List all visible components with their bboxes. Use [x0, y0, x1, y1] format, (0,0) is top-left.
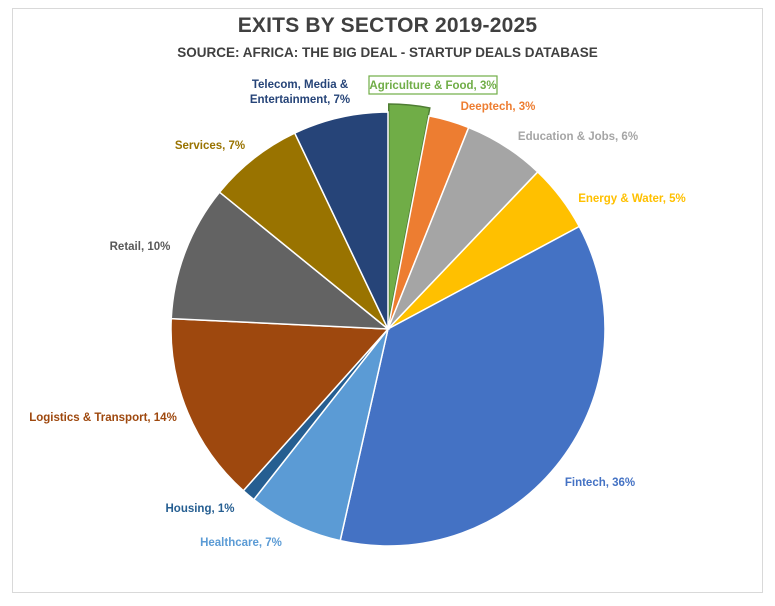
- pie-slice-fintech: [339, 225, 606, 547]
- pie-slice-logistics-transport: [170, 317, 390, 492]
- chart-subtitle: SOURCE: AFRICA: THE BIG DEAL - STARTUP D…: [177, 45, 598, 60]
- data-label-fintech: Fintech, 36%: [565, 477, 635, 489]
- pie-slice-agriculture-food: [388, 103, 431, 322]
- pie-slice-telecom-media-entertainment: [293, 111, 389, 330]
- data-label-healthcare: Healthcare, 7%: [200, 537, 282, 549]
- data-label-services: Services, 7%: [175, 140, 245, 152]
- data-label-housing: Housing, 1%: [165, 503, 234, 515]
- data-label-telecom-media-entertainment: Telecom, Media & Entertainment, 7%: [250, 79, 350, 106]
- data-label-education-jobs: Education & Jobs, 6%: [518, 131, 638, 143]
- data-label-agriculture-food: Agriculture & Food, 3%: [369, 80, 496, 92]
- data-label-logistics-transport: Logistics & Transport, 14%: [29, 412, 177, 424]
- data-label-retail: Retail, 10%: [110, 241, 171, 253]
- chart-title: EXITS BY SECTOR 2019-2025: [237, 14, 538, 37]
- data-label-energy-water: Energy & Water, 5%: [578, 193, 686, 205]
- selected-label-box: [368, 75, 498, 95]
- pie-slice-retail: [170, 191, 391, 330]
- data-label-deeptech: Deeptech, 3%: [461, 101, 536, 113]
